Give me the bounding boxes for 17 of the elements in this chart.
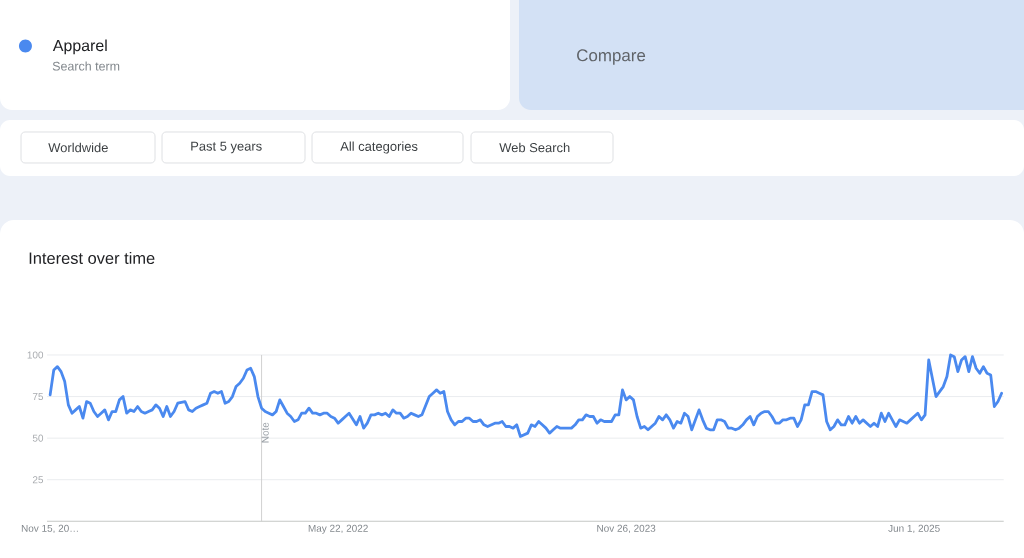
text: Compare xyxy=(577,49,646,65)
ref-line-label: Note xyxy=(261,422,269,443)
y-tick-label: 25 xyxy=(32,476,44,484)
y-tick-label: 100 xyxy=(27,351,44,359)
text: Worldwide xyxy=(48,142,108,153)
text: All categories xyxy=(340,141,418,154)
y-tick-label: 50 xyxy=(32,434,44,442)
legend-label: Apparel xyxy=(52,39,107,55)
x-tick-label: Nov 15, 20… xyxy=(21,524,78,534)
text: Past 5 years xyxy=(191,141,262,154)
x-tick-label: Nov 26, 2023 xyxy=(597,524,656,534)
y-tick-label: 75 xyxy=(32,393,44,401)
text: Web Search xyxy=(499,142,570,153)
text: Search term xyxy=(52,61,120,71)
chart-title: Interest over time xyxy=(29,251,155,265)
x-tick-label: May 22, 2022 xyxy=(308,524,368,534)
x-tick-label: Jun 1, 2025 xyxy=(888,524,940,534)
